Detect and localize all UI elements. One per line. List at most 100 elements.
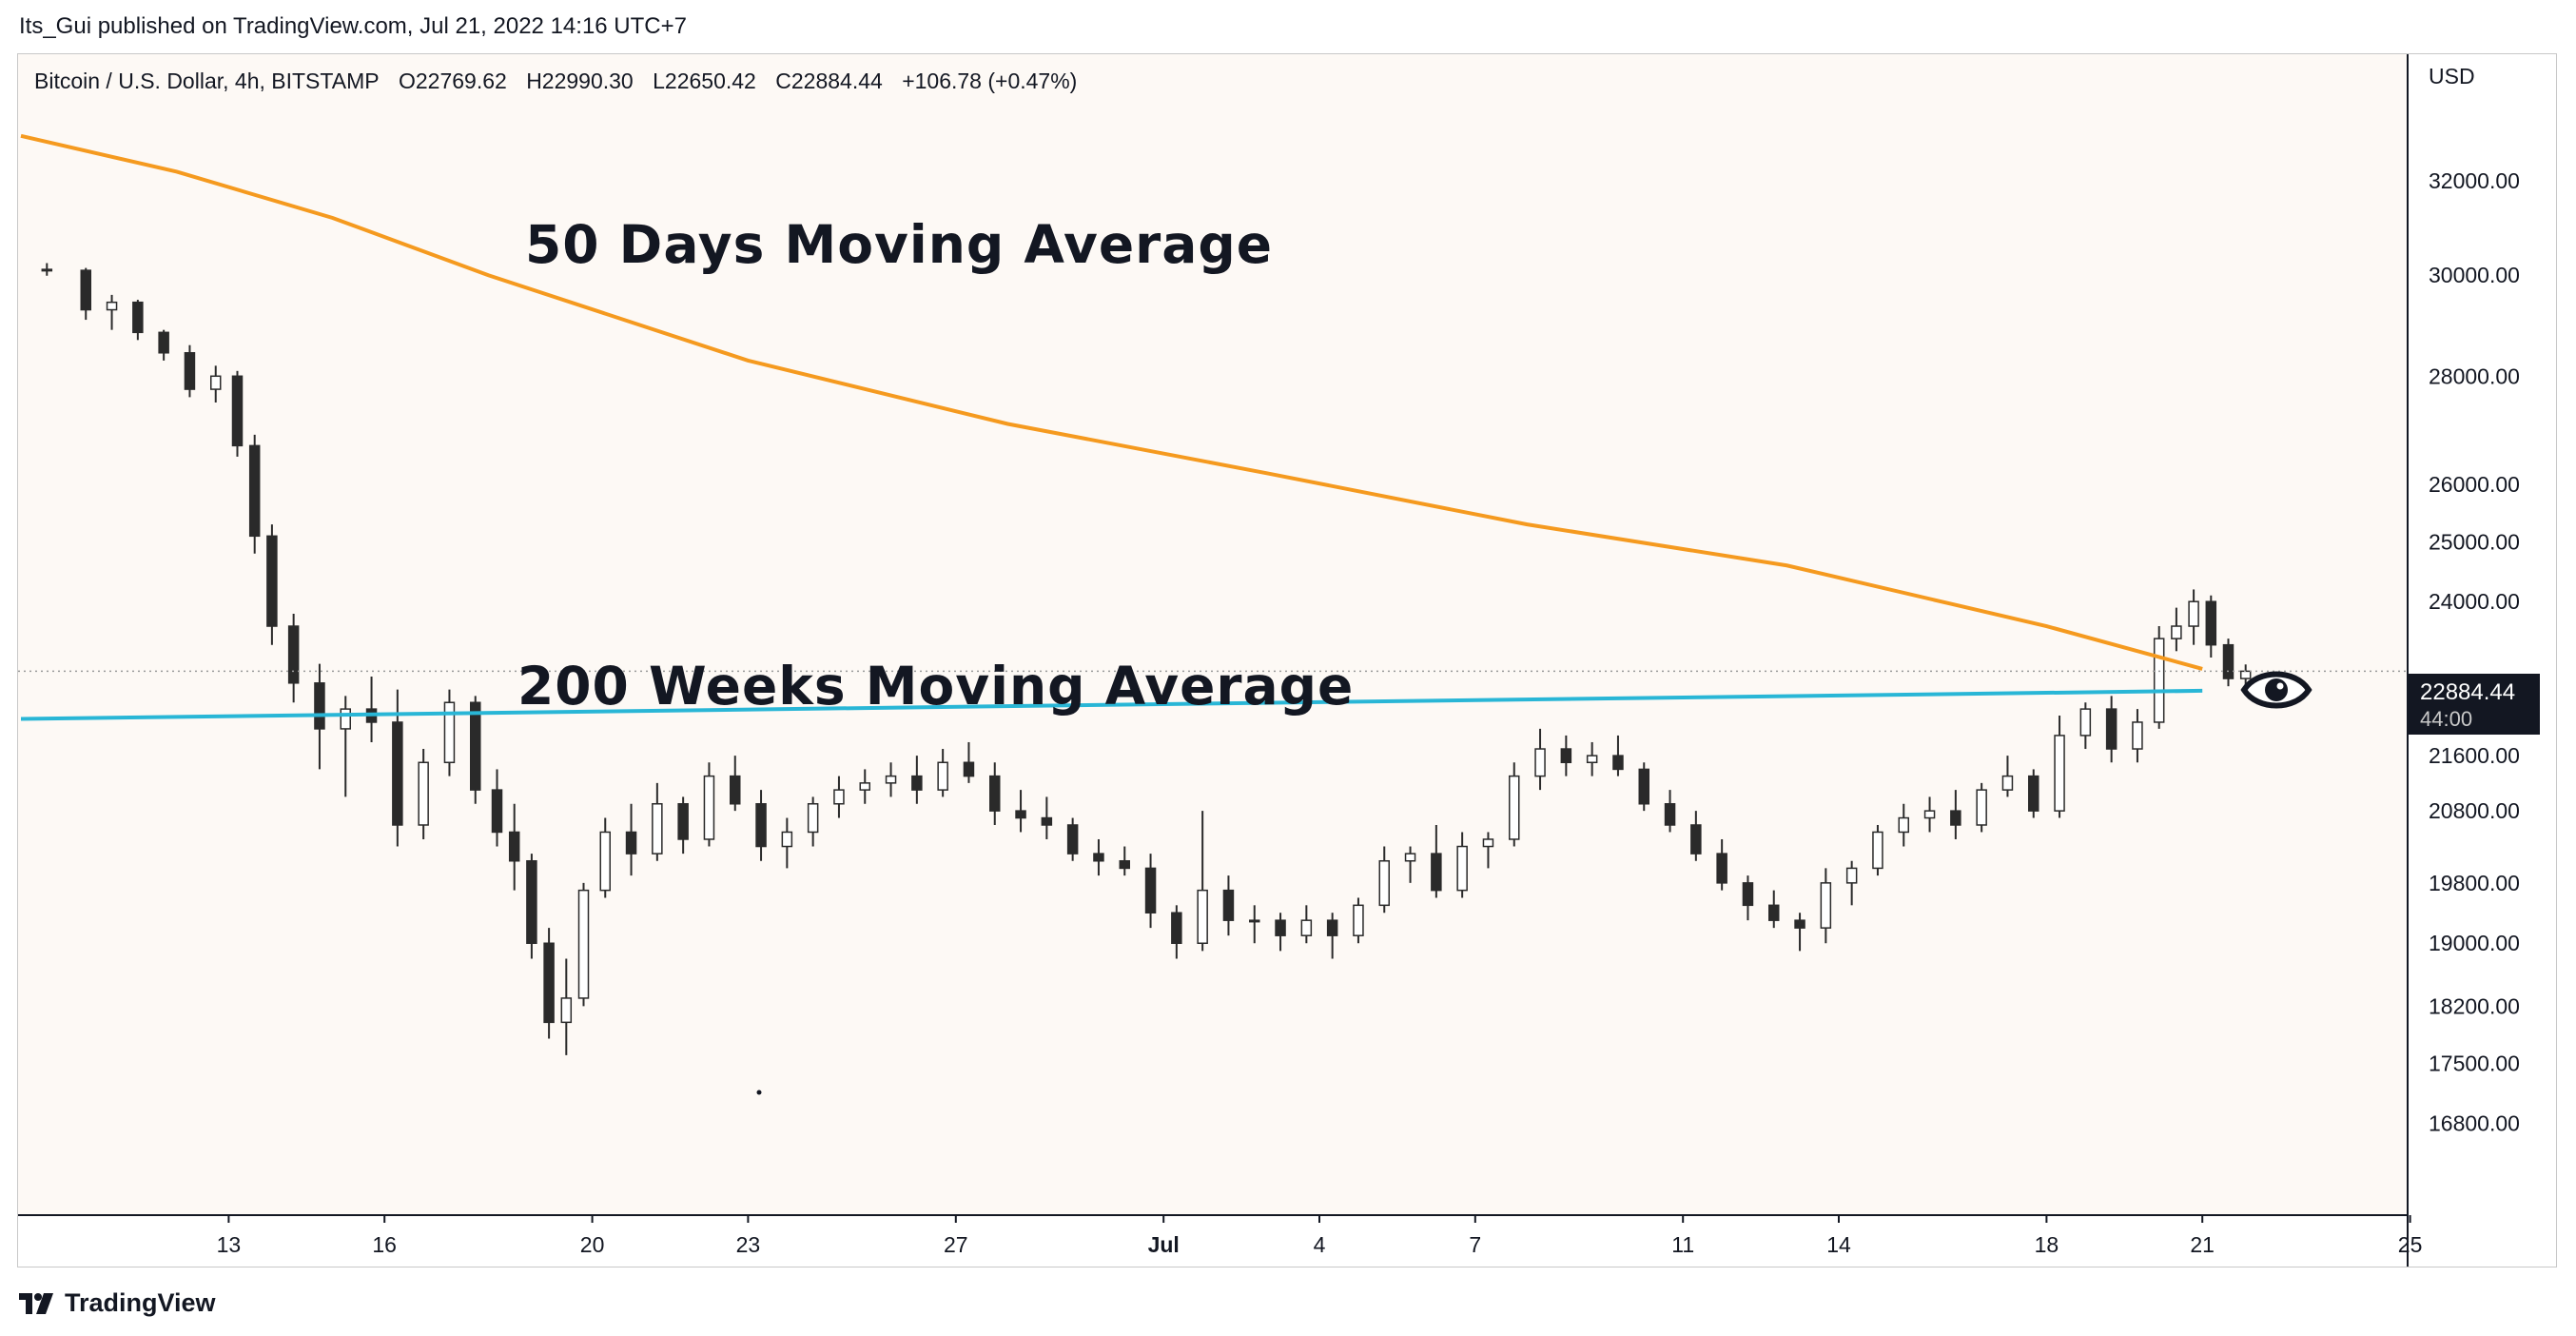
price-tick-label: 25000.00: [2429, 529, 2520, 554]
candle: [1222, 875, 1235, 936]
price-tag: 22884.44 44:00: [2409, 674, 2540, 735]
time-tick-label: 23: [736, 1232, 761, 1257]
symbol-legend[interactable]: Bitcoin / U.S. Dollar, 4h, BITSTAMP O227…: [34, 69, 1090, 94]
time-tick-label: 18: [2035, 1232, 2059, 1257]
candle: [1794, 913, 1805, 952]
candle: [1950, 790, 1961, 839]
candle: [911, 756, 923, 804]
candle: [2188, 589, 2199, 645]
ohlc-high: H22990.30: [526, 69, 634, 93]
candle: [652, 782, 663, 861]
candle: [287, 614, 300, 703]
candle: [1015, 790, 1026, 833]
candle: [443, 689, 456, 776]
candle: [599, 817, 611, 898]
eye-icon[interactable]: [2240, 671, 2313, 709]
price-tick-label: 20800.00: [2429, 798, 2520, 823]
price-tick-label: 19800.00: [2429, 871, 2520, 895]
candle: [491, 769, 503, 847]
time-tick-label: 16: [372, 1232, 397, 1257]
publish-info: Its_Gui published on TradingView.com, Ju…: [19, 13, 687, 39]
price-tick-label: 26000.00: [2429, 472, 2520, 497]
price-tick-label: 21600.00: [2429, 743, 2520, 768]
candle: [543, 928, 555, 1039]
price-tick-label: 17500.00: [2429, 1051, 2520, 1076]
candle: [80, 267, 91, 321]
price-tick-label: 28000.00: [2429, 363, 2520, 388]
candle: [703, 762, 715, 847]
candle: [184, 344, 196, 398]
candle: [1560, 735, 1572, 776]
candle: [1612, 735, 1624, 776]
candle: [2132, 709, 2143, 763]
price-tag-value: 22884.44: [2420, 679, 2515, 705]
candle: [1326, 913, 1338, 959]
ohlc-change: +106.78 (+0.47%): [902, 69, 1078, 93]
time-tick-label: 20: [580, 1232, 605, 1257]
time-tick-label: 13: [217, 1232, 242, 1257]
candle: [106, 294, 118, 330]
candle: [340, 696, 351, 797]
candle: [248, 434, 261, 554]
annotation-ma200w: 200 Weeks Moving Average: [517, 656, 1354, 717]
candle: [1482, 832, 1494, 869]
time-tick-label: 14: [1826, 1232, 1851, 1257]
candle: [1144, 854, 1157, 929]
candle: [781, 817, 793, 869]
ma50-line: [20, 133, 2203, 671]
candle: [1456, 832, 1468, 898]
price-axis[interactable]: [2408, 54, 2556, 1267]
candle: [1664, 790, 1676, 833]
ohlc-open: O22769.62: [398, 69, 507, 93]
candle: [158, 329, 169, 361]
time-axis[interactable]: [18, 1215, 2407, 1267]
candle: [1898, 803, 1909, 847]
candle: [937, 749, 948, 797]
time-tick-label: 4: [1314, 1232, 1326, 1257]
candle: [2001, 756, 2014, 797]
candle: [1066, 817, 1079, 861]
candle: [1119, 846, 1130, 876]
candle: [508, 803, 520, 891]
time-tick-label: 27: [944, 1232, 968, 1257]
price-tick-label: 19000.00: [2429, 931, 2520, 955]
candle: [210, 365, 222, 403]
candle: [2105, 696, 2117, 763]
tradingview-brand[interactable]: TradingView: [19, 1288, 216, 1318]
tradingview-logo-icon: [19, 1292, 53, 1314]
candle: [418, 749, 429, 839]
candle: [859, 769, 870, 804]
candle: [1742, 875, 1754, 921]
candle: [1820, 868, 1832, 944]
candle: [677, 796, 689, 855]
candle: [807, 796, 819, 847]
brand-name: TradingView: [65, 1288, 216, 1317]
candle: [365, 677, 378, 742]
candle: [625, 803, 637, 876]
candle: [755, 790, 767, 861]
symbol-name: Bitcoin / U.S. Dollar, 4h, BITSTAMP: [34, 69, 380, 93]
candle: [1768, 890, 1780, 929]
candle: [560, 958, 573, 1055]
candle: [1509, 762, 1520, 847]
candle: [41, 263, 53, 276]
price-tick-label: 16800.00: [2429, 1110, 2520, 1135]
candle: [266, 524, 278, 645]
candle: [132, 300, 144, 341]
candle: [1534, 728, 1546, 791]
candle: [1275, 913, 1286, 952]
candle: [1431, 824, 1442, 898]
candle: [1300, 905, 1313, 944]
candle: [1378, 846, 1390, 914]
time-tick-label: 21: [2190, 1232, 2215, 1257]
candle: [1586, 741, 1598, 776]
candle: [526, 854, 537, 959]
candle: [231, 370, 244, 457]
time-tick-label: 7: [1469, 1232, 1481, 1257]
candle: [1249, 905, 1260, 944]
candle: [1197, 811, 1208, 952]
ohlc-low: L22650.42: [653, 69, 756, 93]
price-tick-label: 24000.00: [2429, 589, 2520, 614]
candle: [833, 776, 845, 818]
